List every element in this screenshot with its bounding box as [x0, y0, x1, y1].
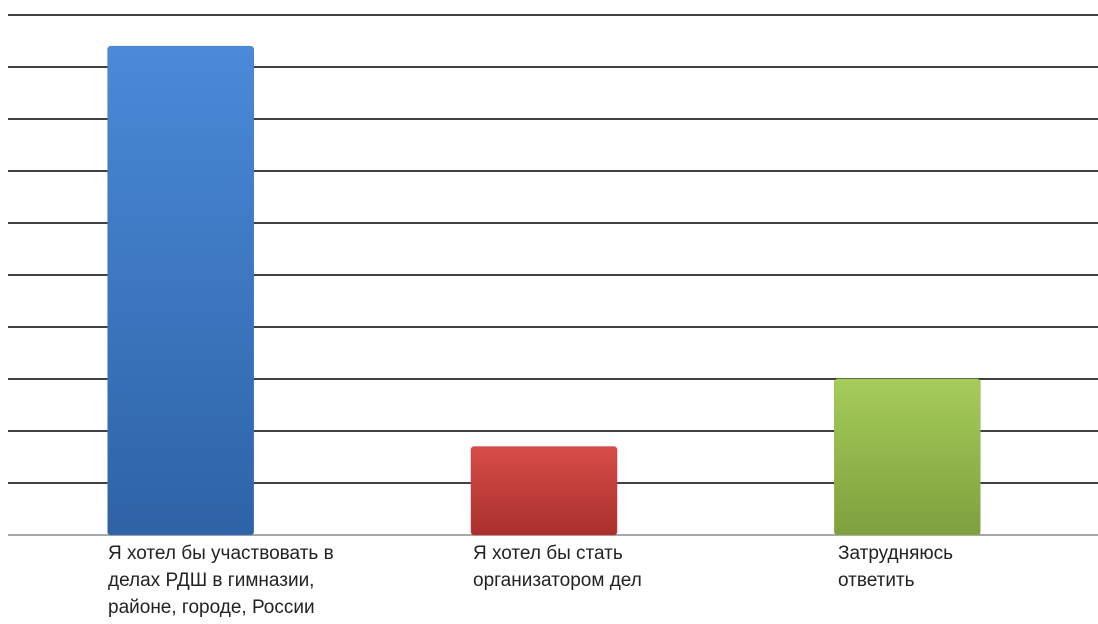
- bar-1: [107, 45, 254, 536]
- bar-3: [834, 378, 981, 536]
- x-tick-label-2: Я хотел бы стать организатором дел: [473, 543, 642, 591]
- x-tick-label-3: Затрудняюсь ответить: [838, 543, 954, 591]
- bars: [107, 45, 981, 536]
- bar-2: [470, 446, 618, 536]
- x-tick-label-1: Я хотел бы участвовать в делах РДШ в гим…: [108, 543, 334, 618]
